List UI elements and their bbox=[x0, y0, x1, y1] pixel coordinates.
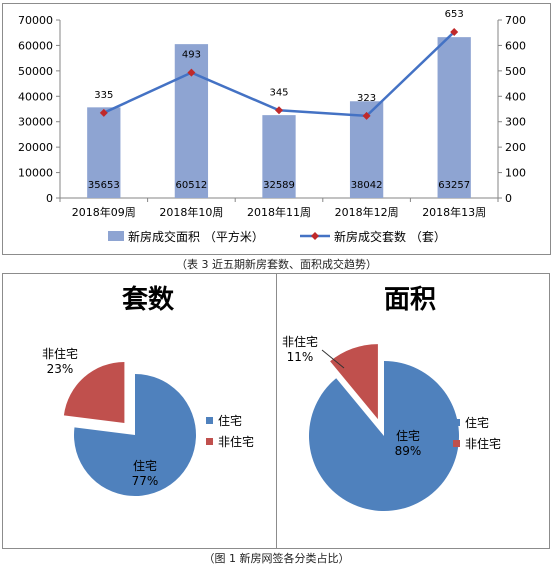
units-value-label: 335 bbox=[94, 90, 113, 101]
right-tick-label: 100 bbox=[505, 167, 526, 180]
bar-value-label: 32589 bbox=[263, 180, 295, 191]
legend-bar-label: 新房成交面积 （平方米） bbox=[128, 229, 264, 244]
right-tick-label: 500 bbox=[505, 65, 526, 78]
left-tick-label: 10000 bbox=[18, 167, 53, 180]
units-marker bbox=[275, 106, 283, 115]
right-tick-label: 200 bbox=[505, 141, 526, 154]
legend-line-marker bbox=[311, 232, 319, 240]
x-category-label: 2018年10周 bbox=[159, 205, 223, 219]
legend-line-label: 新房成交套数 （套） bbox=[334, 229, 446, 244]
legend-bar-swatch bbox=[108, 231, 124, 241]
trend-chart: 0 10000 20000 30000 40000 50000 60000 70000 0 100… bbox=[18, 9, 526, 244]
units-marker bbox=[362, 111, 371, 120]
right-tick-label: 400 bbox=[505, 90, 526, 103]
trend-chart-caption: （表 3 近五期新房套数、面积成交趋势） bbox=[176, 258, 377, 271]
bar-value-label: 60512 bbox=[175, 180, 207, 191]
x-category-label: 2018年12周 bbox=[335, 205, 399, 219]
units-marker bbox=[450, 27, 459, 36]
right-tick-label: 300 bbox=[505, 116, 526, 129]
units-value-label: 493 bbox=[182, 50, 201, 61]
left-tick-label: 20000 bbox=[18, 141, 53, 154]
trend-chart-frame bbox=[2, 3, 551, 255]
right-tick-label: 600 bbox=[505, 39, 526, 52]
area-pie-frame bbox=[276, 273, 550, 549]
units-value-label: 345 bbox=[269, 87, 288, 98]
x-category-label: 2018年13周 bbox=[422, 205, 486, 219]
bar-value-label: 38042 bbox=[351, 180, 383, 191]
units-marker bbox=[187, 68, 196, 77]
left-tick-label: 50000 bbox=[18, 65, 53, 78]
pie-chart-caption: （图 1 新房网签各分类占比） bbox=[203, 552, 350, 565]
units-marker bbox=[99, 108, 108, 117]
left-tick-label: 40000 bbox=[18, 90, 53, 103]
x-category-label: 2018年09周 bbox=[72, 205, 136, 219]
left-tick-label: 70000 bbox=[18, 14, 53, 27]
bar bbox=[87, 107, 121, 198]
right-tick-label: 0 bbox=[505, 192, 512, 205]
units-pie-frame bbox=[2, 273, 277, 549]
left-tick-label: 30000 bbox=[18, 116, 53, 129]
units-value-label: 323 bbox=[357, 93, 376, 104]
bar bbox=[262, 115, 296, 198]
bar bbox=[174, 44, 209, 198]
bar bbox=[437, 37, 471, 198]
units-value-label: 653 bbox=[445, 9, 464, 20]
bar-value-label: 35653 bbox=[88, 180, 120, 191]
x-category-label: 2018年11周 bbox=[247, 205, 311, 219]
left-tick-label: 0 bbox=[46, 192, 53, 205]
bar-value-label: 63257 bbox=[438, 180, 470, 191]
units-line bbox=[103, 31, 456, 118]
left-tick-label: 60000 bbox=[18, 39, 53, 52]
right-tick-label: 700 bbox=[505, 14, 526, 27]
